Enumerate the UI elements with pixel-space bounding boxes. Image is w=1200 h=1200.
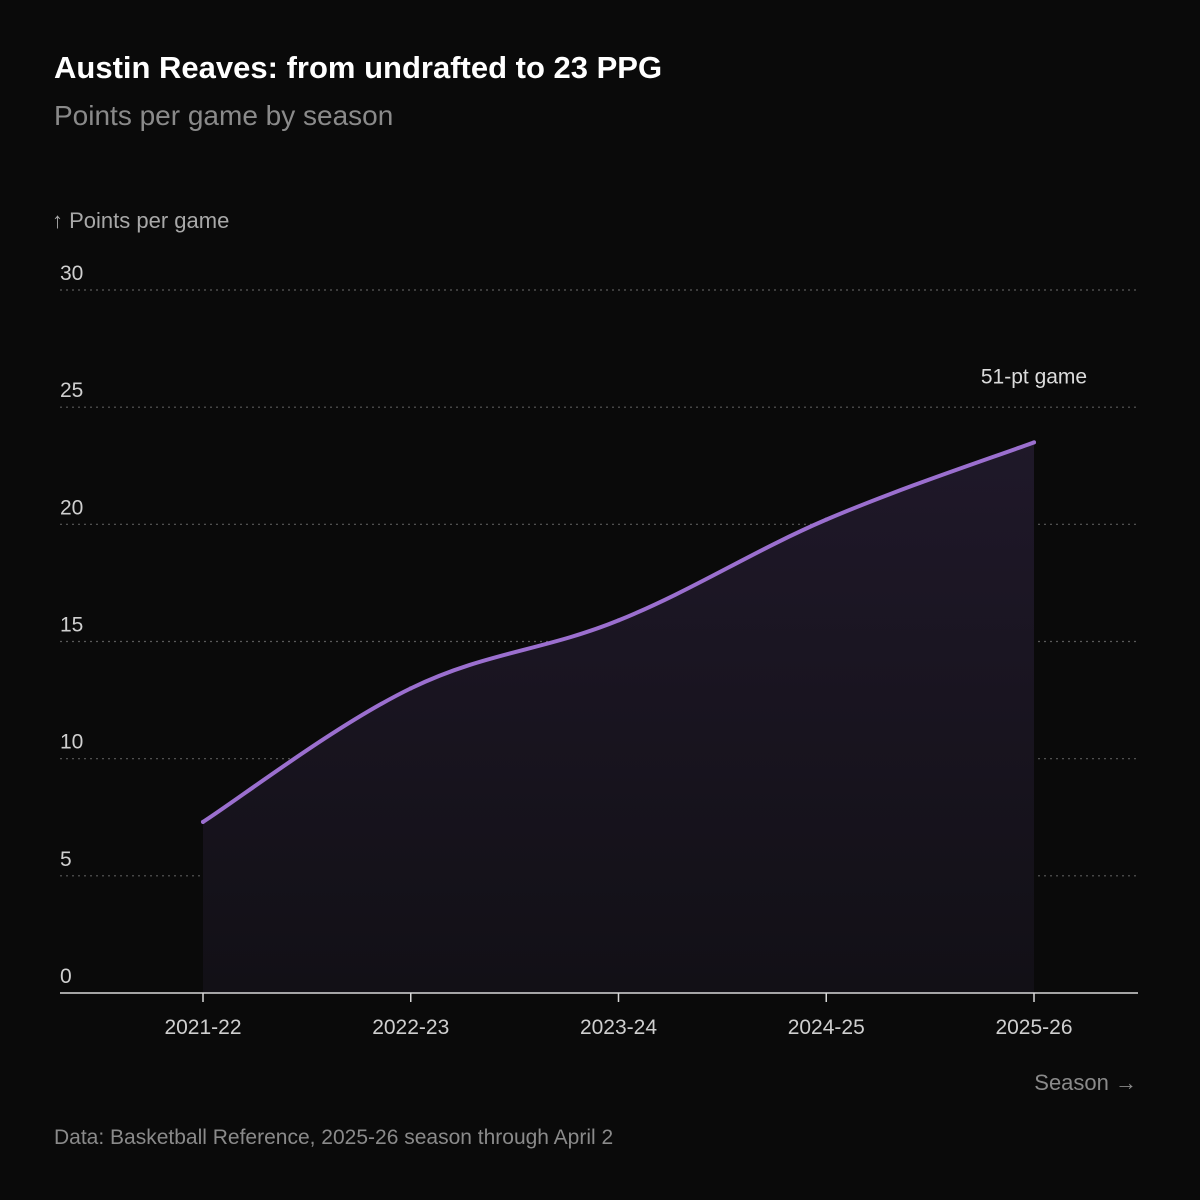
data-source-note: Data: Basketball Reference, 2025-26 seas… (54, 1126, 614, 1149)
x-axis-label: Season → (1034, 1070, 1137, 1095)
data-point-2024-25 (824, 517, 829, 522)
series-area-fill (203, 442, 1034, 994)
annotation-label: 51-pt game (981, 365, 1087, 388)
chart-subtitle: Points per game by season (54, 100, 394, 131)
data-point-2025-26 (1032, 440, 1036, 445)
chart-title: Austin Reaves: from undrafted to 23 PPG (54, 50, 663, 85)
x-tick-label: 2021-22 (164, 1016, 241, 1039)
y-tick-label: 15 (60, 614, 83, 637)
y-tick-label: 20 (60, 496, 83, 519)
y-tick-label: 5 (60, 848, 72, 871)
x-tick-label: 2024-25 (788, 1016, 865, 1039)
y-tick-label: 0 (60, 965, 72, 988)
x-tick-label: 2023-24 (580, 1016, 657, 1039)
y-tick-label: 25 (60, 379, 83, 402)
y-tick-label: 30 (60, 262, 83, 285)
data-point-2021-22 (201, 819, 205, 824)
x-tick-label: 2022-23 (372, 1016, 449, 1039)
data-point-2022-23 (408, 686, 413, 691)
y-tick-label: 10 (60, 731, 83, 754)
data-point-2023-24 (616, 618, 621, 623)
y-axis-label: ↑ Points per game (52, 208, 229, 233)
x-tick-label: 2025-26 (995, 1016, 1072, 1039)
